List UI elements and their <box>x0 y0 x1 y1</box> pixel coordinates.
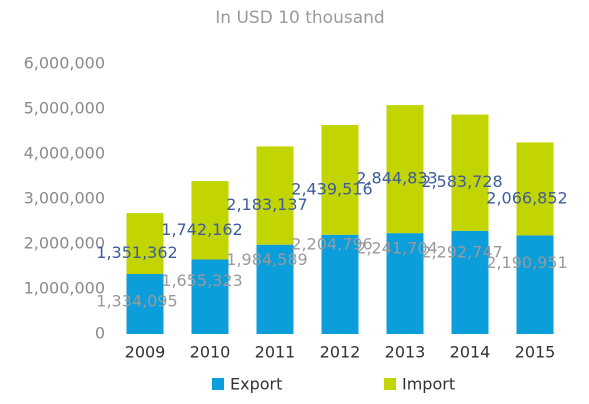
data-label: 1,655,323 <box>161 271 242 290</box>
y-tick-label: 2,000,000 <box>24 234 105 253</box>
y-tick-label: 4,000,000 <box>24 144 105 163</box>
legend-label: Export <box>230 375 282 394</box>
legend-label: Import <box>402 375 455 394</box>
bar-segment <box>386 105 424 234</box>
bar-segment <box>256 146 294 245</box>
data-label: 1,984,589 <box>226 250 307 269</box>
y-tick-label: 5,000,000 <box>24 99 105 118</box>
data-label: 2,066,852 <box>486 188 567 207</box>
data-label: 2,292,747 <box>421 242 502 261</box>
data-label: 2,190,951 <box>486 253 567 272</box>
data-label: 2,241,704 <box>356 239 437 258</box>
data-label: 1,334,095 <box>96 291 177 310</box>
bar-segment <box>386 233 424 334</box>
x-tick-label: 2014 <box>450 343 491 362</box>
data-label: 2,439,516 <box>291 179 372 198</box>
bar-segment <box>451 230 489 334</box>
bar-segment <box>451 114 489 231</box>
x-tick-label: 2010 <box>190 343 231 362</box>
bar-segment <box>191 181 229 260</box>
chart-subtitle: In USD 10 thousand <box>215 8 384 28</box>
data-label: 1,351,362 <box>96 243 177 262</box>
data-label: 2,204,796 <box>291 234 372 253</box>
bar-segment <box>191 259 229 334</box>
bar-segment <box>256 244 294 334</box>
legend-swatch <box>384 378 396 390</box>
bar-segment <box>126 213 164 274</box>
y-tick-label: 0 <box>95 324 105 343</box>
x-tick-label: 2015 <box>515 343 556 362</box>
x-tick-label: 2013 <box>385 343 426 362</box>
x-tick-label: 2012 <box>320 343 361 362</box>
bar-segment <box>516 142 554 236</box>
y-tick-label: 1,000,000 <box>24 279 105 298</box>
y-tick-label: 3,000,000 <box>24 189 105 208</box>
data-label: 1,742,162 <box>161 220 242 239</box>
legend-swatch <box>212 378 224 390</box>
data-label: 2,844,833 <box>356 169 437 188</box>
x-tick-label: 2011 <box>255 343 296 362</box>
bar-segment <box>321 125 359 235</box>
data-label: 2,583,728 <box>421 172 502 191</box>
bar-segment <box>321 234 359 334</box>
bar-segment <box>516 235 554 334</box>
y-tick-label: 6,000,000 <box>24 54 105 73</box>
x-tick-label: 2009 <box>125 343 166 362</box>
data-label: 2,183,137 <box>226 195 307 214</box>
bar-segment <box>126 273 164 334</box>
